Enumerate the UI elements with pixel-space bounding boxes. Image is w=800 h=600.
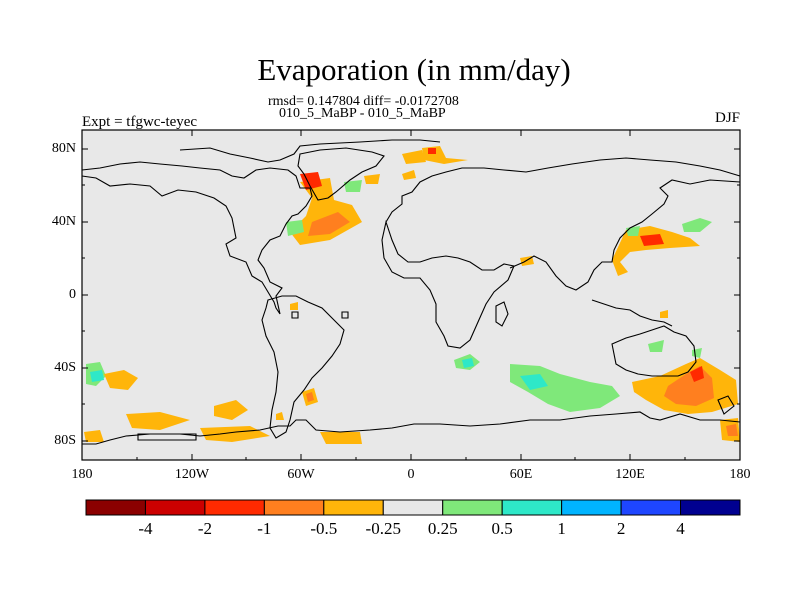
colorbar-box-6 [442, 499, 503, 516]
right-header: DJF [714, 110, 740, 126]
lon-label-180e: 180 [729, 467, 751, 482]
colorbar-label-5: 0.25 [427, 519, 458, 538]
anomaly-orange-small1 [290, 302, 298, 310]
colorbar-label-1: -2 [197, 519, 212, 538]
plot-title: Evaporation (in mm/day) [257, 52, 571, 87]
coast-greenland [297, 147, 385, 201]
anomaly-cyan-sind [520, 374, 548, 390]
stats-line: rmsd= 0.147804 diff= -0.0172708 [268, 94, 459, 109]
coast-south-america [261, 295, 345, 439]
lat-label-40s: 40S [54, 360, 76, 375]
coast-arctic-canada [179, 139, 441, 163]
case-line: 010_5_MaBP - 010_5_MaBP [279, 106, 446, 121]
anomaly-green-nordic [344, 180, 362, 192]
colorbar-box-8 [561, 499, 622, 516]
lon-label-0: 0 [407, 467, 415, 482]
anomaly-orange-spac2 [214, 400, 248, 420]
coast-island-2 [341, 311, 349, 319]
coast-australia [611, 325, 697, 377]
lat-label-40n: 40N [51, 214, 76, 229]
lon-label-60w: 60W [287, 467, 315, 482]
coast-madagascar [495, 301, 509, 327]
colorbar-box-0 [85, 499, 146, 516]
colorbar-label-7: 1 [557, 519, 566, 538]
anomaly-red-aus3 [726, 424, 738, 436]
anomaly-red-kuroshio [640, 234, 664, 246]
coast-maritime [591, 299, 673, 327]
lon-label-120w: 120W [174, 467, 210, 482]
lat-label-0: 0 [69, 287, 76, 302]
colorbar-box-9 [620, 499, 682, 516]
colorbar-box-4 [323, 499, 384, 516]
anomaly-red-arctic [428, 148, 436, 154]
colorbar-label-9: 4 [676, 519, 685, 538]
map-background [82, 130, 740, 460]
coast-north-america [81, 161, 313, 315]
anomaly-orange-small3 [660, 310, 668, 318]
anomaly-orange-small2 [276, 412, 284, 420]
anomaly-cyan-safr [462, 358, 474, 368]
anomaly-fields [84, 146, 740, 444]
colorbar-box-3 [263, 499, 325, 516]
anomaly-red-samer [306, 392, 314, 402]
coast-africa [381, 219, 515, 349]
axis-ticks [82, 130, 740, 460]
coast-nz [717, 395, 735, 415]
colorbar-box-10 [680, 499, 741, 516]
lat-label-80n: 80N [51, 141, 76, 156]
anomaly-orange-sant1 [200, 426, 270, 442]
lon-label-120e: 120E [615, 467, 645, 482]
lat-label-80s: 80S [54, 433, 76, 448]
colorbar [85, 499, 741, 516]
colorbar-label-4: -0.25 [365, 519, 401, 538]
anomaly-red-natl [308, 212, 350, 236]
lon-label-60e: 60E [509, 467, 533, 482]
anomaly-orange-arctic1 [402, 150, 426, 164]
coastlines [81, 139, 741, 445]
colorbar-label-3: -0.5 [310, 519, 338, 538]
colorbar-box-7 [501, 499, 563, 516]
colorbar-box-2 [204, 499, 265, 516]
anomaly-orange-natl [290, 178, 362, 245]
colorbar-box-5 [382, 499, 444, 516]
colorbar-label-8: 2 [616, 519, 626, 538]
anomaly-orange-kuroshio [612, 226, 700, 276]
left-header: Expt = tfgwc-teyec [82, 114, 198, 130]
colorbar-box-1 [144, 499, 206, 516]
anomaly-orange-spac1 [104, 370, 138, 390]
anomaly-red-tasman-core [690, 366, 704, 382]
colorbar-label-2: -1 [257, 519, 272, 538]
coast-europe-asia [385, 157, 741, 223]
anomaly-orange-spac3 [126, 412, 190, 430]
anomaly-orange-sant3 [84, 430, 104, 442]
coast-antarctic-shelf [137, 433, 197, 441]
coast-island-1 [291, 311, 299, 319]
anomaly-green-aus1 [648, 340, 664, 352]
coast-asia-south [509, 179, 741, 291]
anomaly-orange-barents [402, 170, 416, 180]
anomaly-green-atl [286, 220, 304, 236]
anomaly-green-npac2 [682, 218, 712, 232]
colorbar-label-0: -4 [138, 519, 153, 538]
anomaly-orange-sant2 [320, 432, 362, 444]
lon-label-180w: 180 [71, 467, 93, 482]
coast-antarctica [82, 411, 741, 445]
colorbar-label-6: 0.5 [491, 519, 513, 538]
anomaly-orange-nordic2 [364, 174, 380, 184]
anomaly-cyan-spac [90, 370, 104, 382]
